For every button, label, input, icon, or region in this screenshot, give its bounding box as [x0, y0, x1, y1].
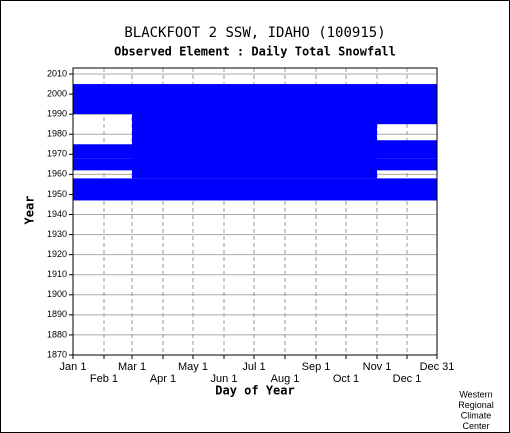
y-tick-label: 1890: [47, 309, 67, 319]
x-tick-label: Dec 1: [393, 373, 422, 385]
y-tick-label: 2010: [47, 68, 67, 78]
x-axis-label: Day of Year: [215, 384, 294, 398]
x-tick-label: Jul 1: [242, 361, 265, 373]
y-tick-label: 1990: [47, 109, 67, 119]
chart-title: BLACKFOOT 2 SSW, IDAHO (100915): [124, 25, 385, 41]
data-block: [73, 144, 132, 159]
data-block: [377, 84, 437, 125]
y-tick-label: 1920: [47, 249, 67, 259]
y-tick-label: 1900: [47, 289, 67, 299]
x-tick-label: Jan 1: [60, 361, 87, 373]
data-block: [377, 140, 437, 159]
x-tick-label: Apr 1: [150, 373, 176, 385]
y-tick-label: 1960: [47, 169, 67, 179]
data-block: [73, 84, 132, 115]
x-tick-label: Aug 1: [271, 373, 300, 385]
credit: Regional: [458, 400, 494, 410]
x-tick-label: Feb 1: [90, 373, 118, 385]
y-tick-label: 2000: [47, 88, 67, 98]
x-tick-label: Oct 1: [333, 373, 359, 385]
y-tick-label: 1970: [47, 149, 67, 159]
y-tick-label: 1870: [47, 349, 67, 359]
y-tick-label: 1930: [47, 229, 67, 239]
y-tick-label: 1880: [47, 329, 67, 339]
x-tick-label: Jun 1: [211, 373, 238, 385]
y-tick-label: 1980: [47, 129, 67, 139]
y-tick-label: 1910: [47, 269, 67, 279]
credit: Climate: [461, 410, 492, 420]
credit: Western: [459, 389, 492, 399]
y-axis-label: Year: [23, 196, 37, 225]
x-tick-label: Nov 1: [363, 361, 392, 373]
data-block: [73, 178, 437, 201]
credit: Center: [462, 421, 489, 431]
plot-frame: [72, 67, 438, 356]
x-tick-label: Dec 31: [420, 361, 455, 373]
y-tick-label: 1950: [47, 189, 67, 199]
data-block: [73, 158, 437, 171]
x-tick-label: Mar 1: [118, 361, 146, 373]
x-tick-label: May 1: [178, 361, 208, 373]
data-block: [132, 84, 163, 179]
chart-subtitle: Observed Element : Daily Total Snowfall: [114, 45, 396, 59]
y-tick-label: 1940: [47, 209, 67, 219]
x-tick-label: Sep 1: [302, 361, 331, 373]
